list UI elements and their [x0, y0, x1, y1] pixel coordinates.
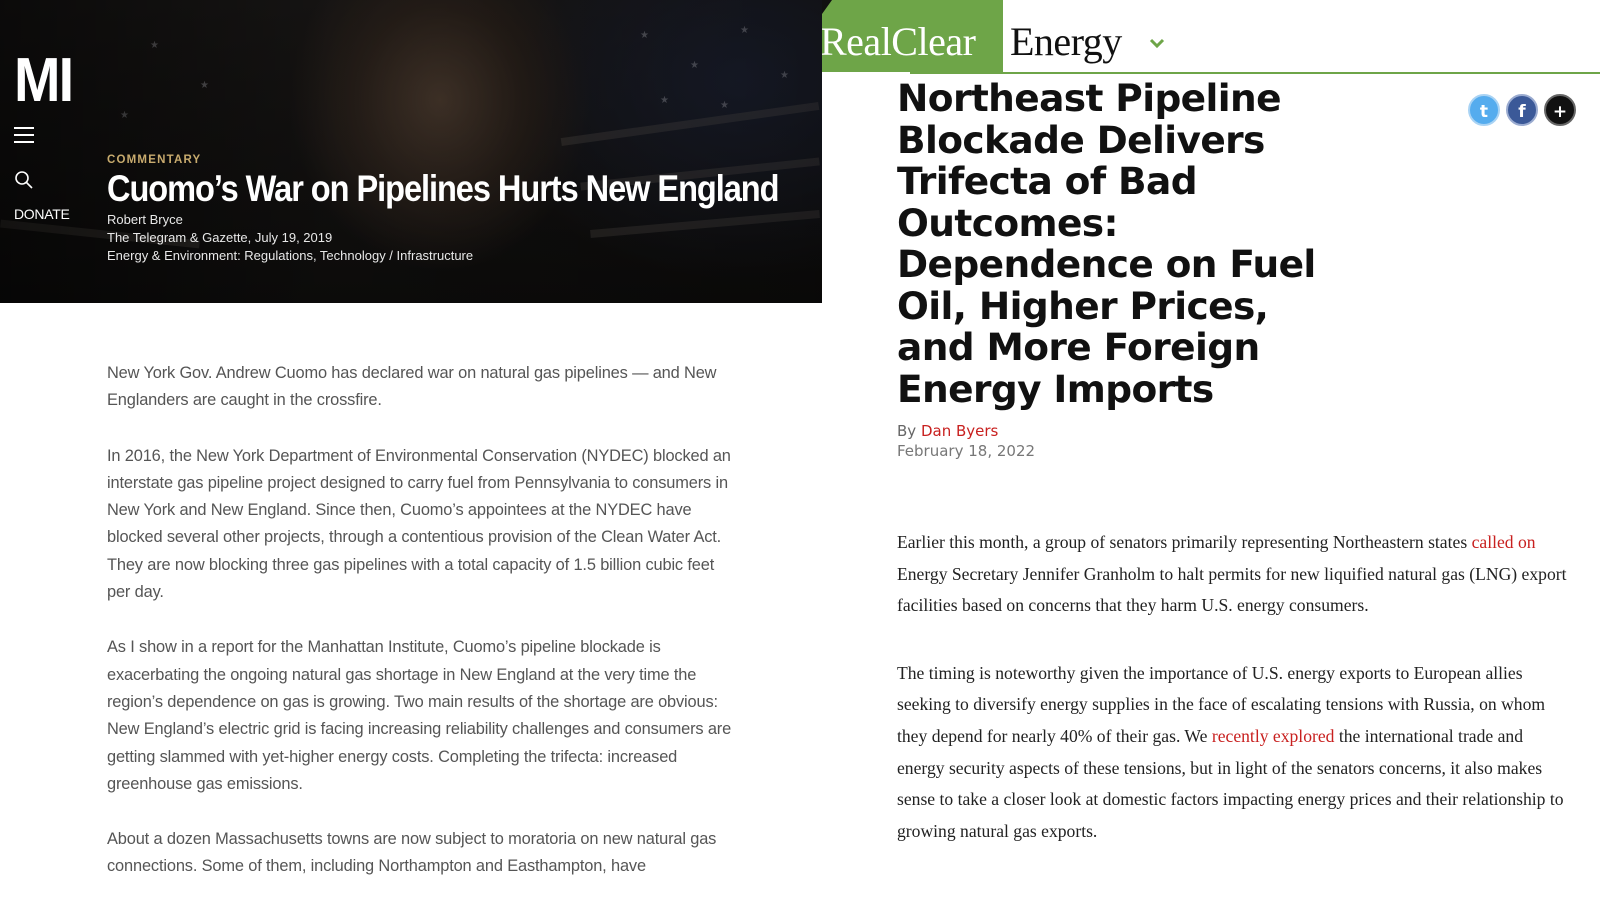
recently-explored-link[interactable]: recently explored	[1211, 725, 1335, 746]
paragraph-text: Energy Secretary Jennifer Granholm to ha…	[897, 563, 1567, 616]
paragraph-text: Earlier this month, a group of senators …	[897, 532, 1472, 552]
logo-realclear[interactable]: RealClear	[822, 19, 976, 64]
mi-logo[interactable]: MI	[14, 46, 74, 115]
article-topics[interactable]: Energy & Environment: Regulations, Techn…	[107, 248, 474, 263]
twitter-share-icon[interactable]: t	[1468, 94, 1500, 126]
article-author[interactable]: Robert Bryce	[107, 212, 183, 227]
search-icon[interactable]	[14, 170, 34, 190]
corner-marker	[822, 0, 832, 14]
chevron-down-icon[interactable]	[1148, 36, 1166, 50]
manhattan-institute-page: ★ ★ ★ ★ ★ ★ ★ ★ ★ MI DONATE COMMENTARY C…	[0, 0, 822, 900]
body-paragraph: In 2016, the New York Department of Envi…	[107, 446, 731, 602]
realclear-energy-page: RealClear Energy Northeast Pipeline Bloc…	[822, 0, 1600, 900]
logo-green-box	[822, 0, 1003, 72]
called-on-link[interactable]: called on	[1471, 532, 1536, 552]
article-title: Cuomo’s War on Pipelines Hurts New Engla…	[107, 168, 780, 209]
byline-label: By	[897, 422, 917, 440]
donate-link[interactable]: DONATE	[14, 206, 70, 222]
hamburger-menu-icon[interactable]	[14, 127, 34, 143]
body-paragraph: As I show in a report for the Manhattan …	[107, 638, 732, 793]
article-headline: Northeast Pipeline Blockade Delivers Tri…	[897, 76, 1316, 411]
facebook-share-icon[interactable]: f	[1506, 94, 1538, 126]
logo-energy[interactable]: Energy	[1010, 19, 1122, 64]
paragraph-text: The timing is noteworthy given the impor…	[897, 662, 1546, 746]
body-paragraph: New York Gov. Andrew Cuomo has declared …	[107, 364, 717, 410]
body-paragraph: The timing is noteworthy given the impor…	[897, 658, 1567, 848]
header-rule	[910, 72, 1600, 74]
paragraph-text: the international trade and energy secur…	[897, 725, 1564, 841]
body-paragraph: About a dozen Massachusetts towns are no…	[107, 830, 717, 876]
article-source: The Telegram & Gazette, July 19, 2019	[107, 230, 333, 245]
hero-banner: ★ ★ ★ ★ ★ ★ ★ ★ ★ MI DONATE COMMENTARY C…	[0, 0, 822, 303]
article-kicker: COMMENTARY	[107, 154, 202, 166]
body-paragraph: Earlier this month, a group of senators …	[897, 527, 1567, 622]
more-share-icon[interactable]: +	[1544, 94, 1576, 126]
publish-date: February 18, 2022	[897, 442, 1036, 460]
article-body: New York Gov. Andrew Cuomo has declared …	[107, 360, 737, 900]
author-link[interactable]: Dan Byers	[920, 422, 999, 440]
hero-overlay	[0, 0, 822, 303]
byline: By Dan Byers	[897, 422, 998, 440]
article-body: Earlier this month, a group of senators …	[897, 527, 1567, 883]
